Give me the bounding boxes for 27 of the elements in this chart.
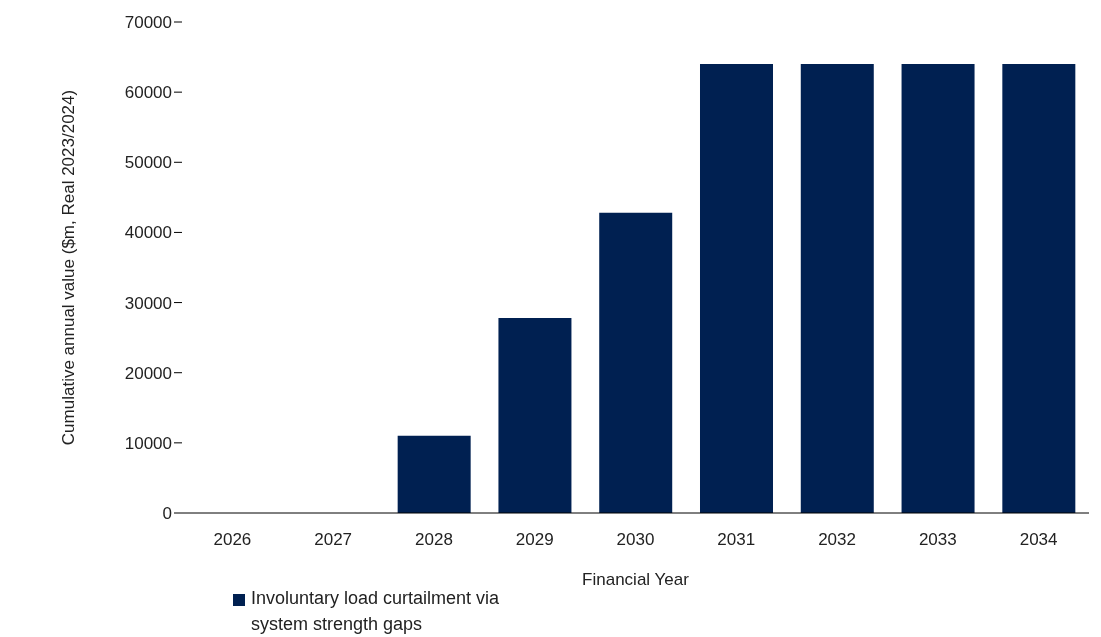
x-tick-label: 2026: [213, 530, 252, 550]
y-tick-label: 70000: [124, 13, 172, 33]
x-tick-label: 2029: [515, 530, 554, 550]
x-tick-label: 2028: [415, 530, 453, 550]
bar: [901, 64, 975, 513]
y-axis-title: Cumulative annual value ($m, Real 2023/2024): [59, 89, 79, 446]
bar: [700, 64, 773, 513]
y-tick-label: 10000: [124, 433, 172, 453]
x-tick-label: 2034: [1019, 530, 1058, 550]
bar: [1002, 64, 1076, 513]
legend-label: Involuntary load curtailment via system strength gaps: [251, 587, 501, 636]
y-tick-label: 60000: [124, 83, 172, 103]
x-tick-label: 2030: [616, 530, 655, 550]
x-tick-label: 2033: [918, 530, 957, 550]
x-axis-title: Financial Year: [582, 570, 690, 589]
bar: [800, 64, 874, 513]
bar: [498, 318, 572, 513]
y-tick-label: 0: [162, 504, 172, 524]
bar: [599, 212, 673, 513]
y-tick-label: 50000: [124, 153, 172, 173]
bar: [397, 435, 471, 513]
y-tick-label: 40000: [124, 223, 172, 243]
x-tick-label: 2031: [717, 530, 756, 550]
x-tick-label: 2032: [818, 530, 856, 550]
y-tick-label: 30000: [124, 293, 172, 313]
x-tick-label: 2027: [314, 530, 353, 550]
y-tick-label: 20000: [124, 363, 172, 383]
